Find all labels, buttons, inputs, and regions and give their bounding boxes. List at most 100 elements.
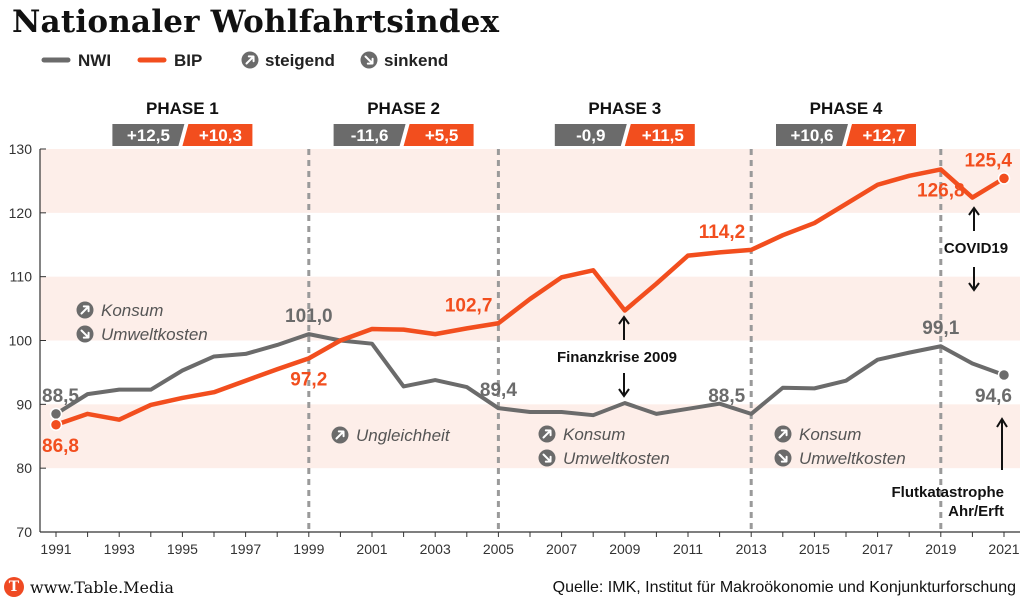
value-label: 94,6 [975,386,1012,407]
x-tick-label: 1991 [40,541,71,557]
x-tick-label: 2017 [862,541,893,557]
annotation-label: Umweltkosten [101,325,208,344]
arrow-down-right-icon [774,449,792,467]
phase-header: PHASE 2 -11,6 +5,5 [333,99,474,146]
phase-bip-box [624,124,695,146]
annotation-label: Konsum [799,425,861,444]
x-tick-label: 2001 [356,541,387,557]
arrow-up-right-icon [774,425,792,443]
icon-arrow [778,453,788,463]
x-tick-label: 2013 [736,541,767,557]
arrow-down-icon [968,267,980,292]
bip-start-point [49,418,63,432]
annotation-label: Konsum [101,301,163,320]
phase-bip-change: +11,5 [642,126,684,145]
x-tick-label: 2019 [925,541,956,557]
chart-title: Nationaler Wohlfahrtsindex [12,4,500,40]
icon-arrow [778,429,788,439]
value-label: 86,8 [42,436,79,457]
phase-header: PHASE 4 +10,6 +12,7 [776,99,916,146]
phase4-annotations: Konsum Umweltkosten [774,425,906,468]
phase-bip-change: +10,3 [199,126,242,145]
x-tick-label: 1995 [167,541,198,557]
flut-annotation: Flutkatastrophe Ahr/Erft [891,417,1008,520]
phase-label: PHASE 3 [588,99,661,118]
phase-bip-change: +12,7 [862,126,905,145]
bip-line [53,167,1007,428]
site-link[interactable]: www.Table.Media [30,577,174,597]
phase-bip-box [403,124,474,146]
legend: NWI BIP steigend sinkend [41,51,448,70]
arrow-up-right-icon [331,426,349,444]
phase-label: PHASE 4 [810,99,883,118]
phase-bip-box [182,124,253,146]
phase-nwi-box [776,124,848,146]
nwi-start-point [49,407,63,421]
phase-header: PHASE 1 +12,5 +10,3 [112,99,253,146]
arrow-down-right-icon [360,51,378,69]
annotation-label: Ungleichheit [356,426,451,445]
icon-arrow [80,305,90,315]
band [40,149,1020,213]
annotations: Konsum Umweltkosten Ungleichheit Konsum Um… [76,206,1008,520]
value-label: 114,2 [699,222,746,243]
background-bands [40,149,1020,469]
x-tick-label: 2021 [988,541,1019,557]
phase-headers: PHASE 1 +12,5 +10,3 PHASE 2 -11,6 +5,5 PHASE 3… [112,99,916,146]
y-tick-label: 110 [10,269,33,285]
phase-header: PHASE 3 -0,9 +11,5 [554,99,695,146]
series-lines [49,167,1011,432]
phase-nwi-change: -11,6 [351,126,389,145]
flut-label-line1: Flutkatastrophe [891,484,1004,501]
phase-nwi-box [112,124,185,146]
annotation-label: Konsum [563,425,625,444]
arrow-up-icon [618,315,630,340]
legend-nwi-label: NWI [78,51,111,70]
value-label: 99,1 [922,318,959,339]
value-label: 126,8 [917,180,965,201]
x-tick-label: 1999 [293,541,324,557]
icon-arrow [335,430,345,440]
covid-label: COVID19 [944,240,1008,257]
axes: 70 80 90 100 110 120 130 1991 1993 1995 1997 1999 20… [9,141,1020,557]
value-label: 102,7 [445,295,493,316]
phase-bip-box [846,124,916,146]
phase-nwi-change: +10,6 [790,126,833,145]
phase-nwi-change: -0,9 [576,126,605,145]
x-tick-label: 1997 [230,541,261,557]
y-tick-label: 130 [9,141,33,157]
value-labels: 88,5 86,8 101,0 97,2 102,7 89,4 114,2 88,5 99,1 1… [42,150,1012,456]
y-tick-label: 80 [16,460,32,476]
legend-rising-label: steigend [265,51,335,70]
y-tick-label: 100 [9,333,33,349]
band [40,404,1020,469]
flut-label-line2: Ahr/Erft [948,503,1004,520]
arrow-down-right-icon [538,449,556,467]
source-note: Quelle: IMK, Institut für Makroökonomie … [552,579,1016,596]
phase-bip-change: +5,5 [425,126,459,145]
footer-brand: T www.Table.Media [4,577,174,597]
y-tick-label: 70 [16,524,32,540]
arrow-down-icon [618,373,630,398]
covid-annotation: COVID19 [944,206,1008,292]
y-tick-label: 120 [9,205,33,221]
table-media-logo: T [4,577,24,597]
legend-bip-label: BIP [174,51,202,70]
arrow-up-right-icon [76,301,94,319]
icon-arrow [542,429,552,439]
phase-nwi-box [554,124,627,146]
annotation-label: Umweltkosten [799,449,906,468]
arrow-up-icon [996,417,1008,470]
phase-nwi-box [333,124,406,146]
value-label: 97,2 [290,369,327,390]
arrow-down-right-icon [76,325,94,343]
phase3-annotations: Konsum Umweltkosten [538,425,670,468]
x-tick-label: 1993 [104,541,135,557]
band [40,276,1020,341]
arrow-up-right-icon [241,51,259,69]
x-tick-label: 2011 [673,541,703,557]
icon-arrow [542,453,552,463]
x-tick-label: 2009 [609,541,640,557]
value-label: 89,4 [480,380,517,401]
